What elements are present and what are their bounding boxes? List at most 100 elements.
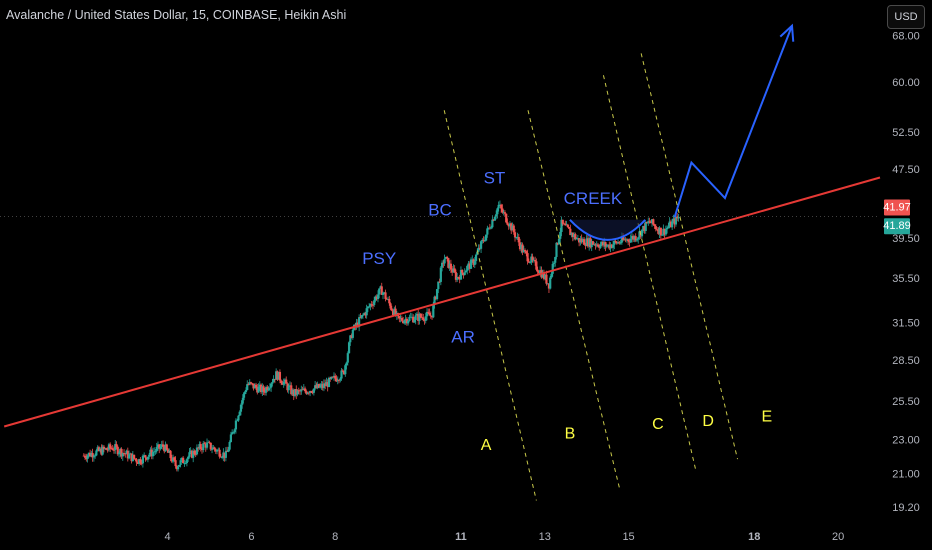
candle-body (425, 311, 429, 317)
candle-body (267, 388, 270, 391)
candle-body (550, 273, 553, 278)
candle-body (454, 272, 458, 280)
candle-body (481, 239, 484, 242)
candle-body (145, 457, 148, 460)
candle-body (281, 382, 284, 385)
candle-body (239, 404, 243, 412)
price-badge-label: 41.89 (883, 220, 911, 232)
candle-body (220, 457, 224, 459)
candle-body (511, 225, 514, 231)
candle-body (664, 229, 667, 235)
candle-body (512, 225, 515, 233)
candle-body (132, 454, 136, 459)
candle-body (527, 261, 530, 263)
candle-body (134, 458, 137, 460)
candle-body (287, 385, 290, 391)
candle-body (231, 432, 234, 435)
candle-body (461, 269, 464, 273)
candle-body (91, 452, 94, 458)
candle-body (213, 447, 216, 450)
candle-body (185, 459, 188, 464)
candle-body (322, 383, 326, 388)
candle-body (365, 308, 368, 316)
candle-body (391, 310, 395, 316)
candle-body (163, 446, 166, 452)
annotation-a: A (481, 437, 492, 454)
candle-body (557, 238, 561, 245)
candle-body (342, 370, 346, 375)
price-axis[interactable]: 68.00 60.00 52.50 47.50 39.50 35.50 31.50 28.50… (883, 30, 920, 514)
candle-body (202, 443, 205, 451)
candle-body (658, 227, 661, 234)
candle-body (598, 246, 601, 248)
candle-body (85, 457, 88, 459)
candle-body (618, 242, 621, 244)
candle-body (462, 272, 465, 275)
candle-body (669, 221, 672, 228)
candle-body (508, 223, 512, 227)
candle-body (500, 204, 503, 209)
candle-body (634, 236, 637, 241)
candle-body (166, 449, 170, 453)
x-tick-label: 6 (248, 531, 254, 543)
candle-body (254, 384, 258, 388)
candle-body (405, 318, 408, 324)
candle-body (601, 241, 605, 246)
currency-button[interactable]: USD (887, 5, 925, 29)
candle-body (285, 379, 288, 384)
candle-body (456, 277, 459, 280)
candle-body (551, 263, 554, 274)
candle-body (546, 283, 549, 285)
candle-body (528, 262, 532, 264)
candle-body (173, 457, 176, 461)
candle-body (647, 221, 650, 224)
candle-body (232, 432, 235, 433)
x-tick-label: 8 (332, 531, 338, 543)
time-axis[interactable]: 4 6 8 11 13 15 18 20 (165, 531, 845, 543)
candle-body (620, 236, 623, 243)
candle-body (583, 239, 586, 245)
candle-body (624, 239, 627, 241)
candle-body (283, 379, 287, 382)
candle-body (262, 386, 265, 392)
candle-body (650, 219, 654, 224)
candle-body (498, 204, 502, 206)
candle-body (110, 448, 113, 450)
candle-body (376, 294, 380, 300)
candle-body (404, 318, 407, 321)
candle-body (393, 308, 396, 316)
candle-body (673, 218, 676, 225)
candle-body (207, 442, 210, 444)
candle-body (571, 232, 574, 238)
candle-body (90, 452, 93, 457)
candle-body (187, 456, 190, 460)
candle-body (672, 218, 675, 222)
candle-body (251, 383, 254, 385)
candle-body (642, 225, 645, 230)
candle-body (410, 316, 414, 318)
candle-body (224, 450, 227, 458)
candle-body (138, 459, 141, 464)
annotation-ar: AR (451, 327, 475, 346)
candle-body (370, 304, 373, 305)
candle-body (360, 315, 363, 318)
candle-body (603, 242, 606, 246)
candle-body (344, 365, 347, 375)
candle-body (244, 390, 248, 393)
candle-body (105, 448, 108, 450)
x-tick-label: 4 (165, 531, 171, 543)
candle-body (179, 460, 182, 465)
candle-body (94, 455, 97, 457)
candle-body (160, 444, 163, 447)
candle-body (562, 223, 566, 225)
candle-body (628, 241, 631, 243)
candle-body (464, 270, 468, 273)
candle-body (238, 411, 241, 416)
candle-body (223, 452, 226, 458)
candle-body (444, 256, 447, 259)
candle-body (257, 386, 260, 393)
candle-body (541, 272, 544, 278)
candle-body (246, 384, 249, 391)
